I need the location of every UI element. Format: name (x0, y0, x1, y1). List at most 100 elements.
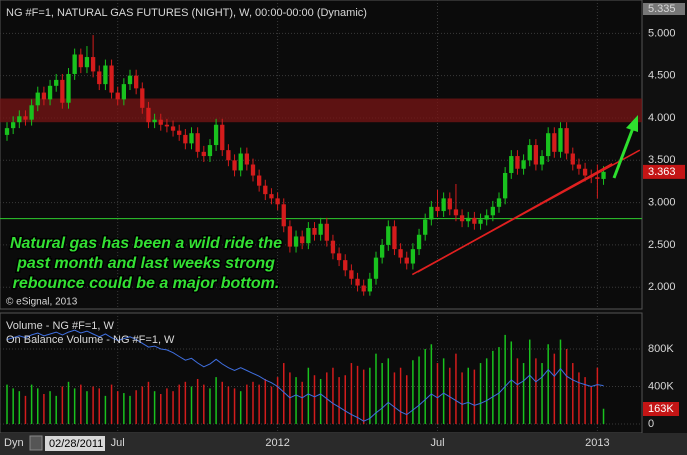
last-price-label: 3.363 (648, 166, 676, 178)
trendline (417, 163, 613, 273)
annotation-line: rebounce could be a major bottom. (13, 275, 280, 292)
y-tick-label: 400K (648, 380, 674, 392)
candle-body (121, 84, 127, 100)
candle-body (250, 164, 256, 176)
date-box[interactable] (45, 436, 105, 451)
candle-body (330, 240, 336, 254)
y-tick-label: 2.000 (648, 281, 676, 293)
candle-body (232, 160, 237, 171)
candle-body (164, 124, 170, 127)
candle-body (496, 198, 502, 207)
x-tick-label: Jul (430, 437, 444, 449)
candle-body (158, 119, 163, 125)
mode-button[interactable]: Dyn (4, 437, 24, 449)
obv-label: On Balance Volume - NG #F=1, W (6, 334, 175, 346)
candle-body (103, 65, 108, 85)
candle-body (97, 71, 102, 85)
candle-body (527, 145, 532, 161)
last-volume-label: 163K (648, 403, 674, 415)
candle-body (570, 153, 575, 165)
y-tick-label: 4.000 (648, 112, 676, 124)
candle-body (379, 244, 385, 258)
candle-body (23, 116, 28, 120)
candle-body (435, 206, 440, 212)
candle-body (72, 54, 77, 74)
candle-body (170, 126, 176, 131)
lock-icon[interactable] (29, 435, 43, 451)
candle-body (220, 124, 225, 151)
candle-body (189, 133, 194, 144)
candle-body (373, 257, 379, 279)
candle-body (558, 128, 563, 152)
candle-body (472, 217, 477, 224)
chart-title: NG #F=1, NATURAL GAS FUTURES (NIGHT), W,… (6, 7, 367, 19)
candle-body (207, 145, 213, 157)
y-tick-label: 5.000 (648, 27, 676, 39)
candle-body (66, 73, 71, 103)
resistance-zone (0, 98, 642, 123)
candle-body (17, 116, 22, 123)
candle-body (447, 198, 452, 210)
y-tick-label: 4.500 (648, 70, 676, 82)
candle-body (398, 249, 403, 258)
candle-body (343, 260, 348, 271)
candle-body (226, 150, 231, 161)
candle-body (410, 249, 416, 264)
annotation-line: past month and last weeks strong (16, 255, 275, 272)
start-date[interactable]: 02/28/2011 (49, 438, 103, 450)
candle-body (300, 236, 305, 244)
candle-body (521, 160, 526, 169)
candle-body (115, 92, 120, 100)
candle-body (509, 156, 514, 173)
y-tick-label: 3.000 (648, 197, 676, 209)
candle-body (355, 278, 360, 286)
y-tick-label: 2.500 (648, 239, 676, 251)
candle-body (4, 128, 10, 135)
candle-body (312, 227, 317, 235)
time-axis-bar (0, 433, 687, 455)
candle-body (502, 172, 508, 199)
candle-body (306, 227, 311, 244)
candle-body (392, 226, 397, 250)
candle-body (90, 57, 96, 72)
candle-body (293, 236, 299, 247)
candle-body (275, 198, 280, 205)
candle-body (263, 185, 268, 195)
candle-body (582, 168, 588, 176)
candle-body (177, 130, 182, 135)
candle-body (324, 223, 329, 241)
candle-body (35, 92, 40, 106)
candle-body (54, 79, 59, 86)
candle-body (269, 194, 274, 199)
candle-body (134, 75, 139, 89)
candle-body (60, 79, 65, 103)
candle-body (146, 107, 151, 123)
candle-body (41, 92, 47, 100)
candle-body (109, 65, 114, 93)
arrow (612, 115, 638, 179)
candle-body (539, 156, 545, 165)
candle-body (386, 226, 391, 245)
candle-body (490, 206, 495, 216)
candle-body (287, 226, 293, 247)
y-tick-label: 800K (648, 343, 674, 355)
annotation-line: Natural gas has been a wild ride the (10, 235, 282, 252)
candle-body (361, 285, 366, 292)
candle-body (453, 209, 459, 216)
candle-body (478, 219, 483, 224)
candle-body (244, 153, 250, 165)
volume-label: Volume - NG #F=1, W (6, 320, 115, 332)
candle-body (29, 105, 34, 120)
copyright: © eSignal, 2013 (6, 297, 78, 308)
candle-body (576, 164, 582, 169)
y-tick-label: 5.335 (648, 3, 676, 15)
candle-body (336, 253, 342, 261)
candle-body (367, 278, 372, 292)
candle-body (84, 57, 90, 68)
candle-body (238, 153, 243, 171)
candle-body (281, 204, 286, 227)
candle-body (404, 257, 409, 264)
candle-body (127, 75, 133, 85)
